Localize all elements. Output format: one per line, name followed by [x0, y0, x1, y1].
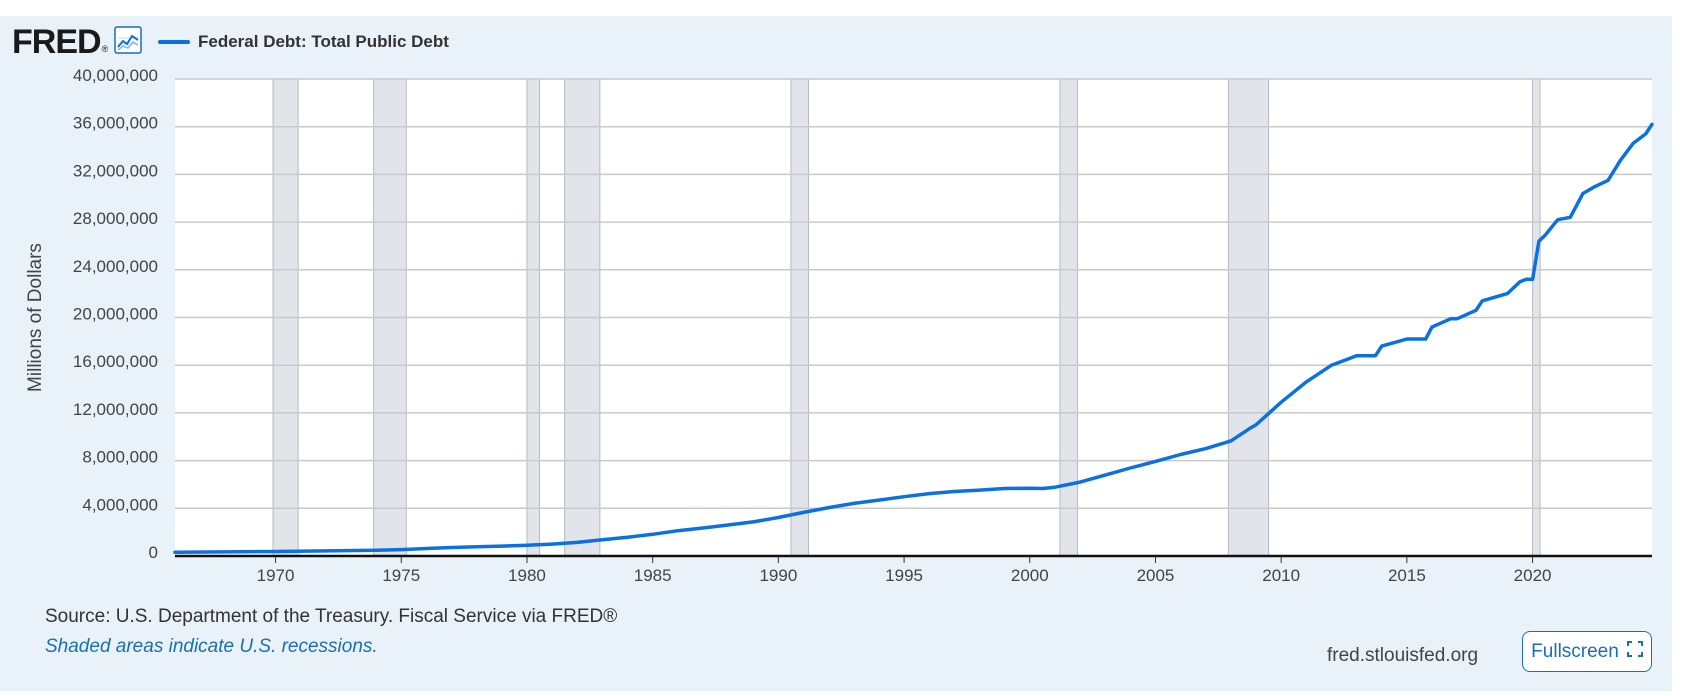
legend-swatch	[158, 40, 190, 44]
y-tick-label: 20,000,000	[73, 305, 158, 324]
logo-text: FRED	[12, 22, 102, 61]
x-tick-label: 1990	[759, 566, 797, 585]
y-tick-label: 12,000,000	[73, 400, 158, 419]
y-tick-label: 4,000,000	[82, 495, 158, 514]
x-tick-label: 1985	[634, 566, 672, 585]
source-note: Source: U.S. Department of the Treasury.…	[45, 606, 618, 627]
x-tick-label: 1995	[885, 566, 923, 585]
series-line	[173, 122, 1654, 554]
expand-icon	[1626, 640, 1643, 663]
y-tick-label: 24,000,000	[73, 257, 158, 276]
site-url: fred.stlouisfed.org	[1327, 645, 1479, 666]
x-tick-label: 2010	[1262, 566, 1300, 585]
y-tick-label: 32,000,000	[73, 161, 158, 180]
line-graph-icon	[114, 25, 142, 59]
x-tick-label: 1970	[257, 566, 295, 585]
y-tick-label: 28,000,000	[73, 209, 158, 228]
x-tick-label: 2015	[1388, 566, 1426, 585]
logo-registered-mark: ®	[101, 44, 109, 54]
chart-legend: Federal Debt: Total Public Debt	[158, 30, 449, 54]
recession-note: Shaded areas indicate U.S. recessions.	[45, 636, 378, 657]
legend-label: Federal Debt: Total Public Debt	[198, 32, 449, 51]
line-chart: 0 4,000,000 8,000,000 12,000,000 16,000,000 2…	[25, 66, 1654, 585]
fullscreen-label: Fullscreen	[1531, 640, 1619, 662]
y-tick-label: 0	[149, 543, 158, 562]
y-tick-label: 36,000,000	[73, 114, 158, 133]
y-axis-label: Millions of Dollars	[25, 243, 46, 392]
y-tick-label: 16,000,000	[73, 352, 158, 371]
fullscreen-button[interactable]: Fullscreen	[1522, 631, 1652, 672]
y-tick-label: 8,000,000	[82, 448, 158, 467]
x-tick-label: 1980	[508, 566, 546, 585]
x-tick-label: 2005	[1137, 566, 1175, 585]
x-tick-label: 2000	[1011, 566, 1049, 585]
x-tick-label: 1975	[382, 566, 420, 585]
y-tick-label: 40,000,000	[73, 66, 158, 85]
fred-logo[interactable]: FRED ®	[12, 22, 167, 61]
x-tick-label: 2020	[1514, 566, 1552, 585]
